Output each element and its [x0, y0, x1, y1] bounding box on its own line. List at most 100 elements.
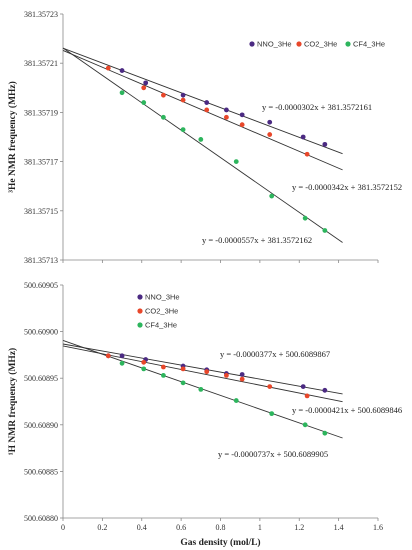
y-tick-label: 500.60905 [24, 281, 58, 290]
legend-label-nno: NNO_3He [257, 40, 292, 49]
point-co2 [304, 151, 310, 157]
point-cf4 [269, 411, 275, 417]
point-cf4 [233, 398, 239, 403]
point-cf4 [180, 380, 186, 386]
y-tick-label: 500.60900 [24, 328, 58, 337]
y-tick-label: 381.35723 [24, 10, 58, 19]
point-co2 [267, 384, 273, 389]
y-tick-label: 381.35713 [24, 256, 58, 265]
legend-marker-cf4 [345, 41, 351, 47]
point-co2 [239, 122, 245, 128]
point-cf4 [198, 137, 204, 142]
x-axis-label: Gas density (mol/L) [180, 537, 260, 548]
point-co2 [180, 366, 186, 372]
trendline-nno [62, 47, 343, 155]
trendline-equation-co2: y = -0.0000421x + 500.6089846 [292, 405, 402, 415]
point-nno [322, 387, 328, 393]
point-cf4 [322, 430, 328, 436]
point-nno [119, 353, 125, 359]
trendline-nno [62, 343, 343, 395]
chart-h1: 500.60905 500.60900 500.60895 500.60890 500.… [7, 281, 402, 548]
trendline-equation-nno: y = -0.0000377x + 500.6089867 [220, 349, 330, 359]
x-tick-label: 0.6 [176, 523, 186, 532]
point-cf4 [180, 127, 186, 133]
point-nno [119, 68, 125, 73]
trendline-cf4 [62, 47, 343, 243]
point-nno [239, 112, 245, 118]
x-tick-label: 1 [258, 523, 262, 532]
point-cf4 [119, 360, 125, 366]
point-co2 [204, 369, 210, 375]
x-tick-label: 1.4 [334, 523, 344, 532]
point-cf4 [161, 373, 166, 378]
point-cf4 [233, 159, 239, 165]
y-tick-label: 500.60890 [24, 421, 58, 430]
y-axis-label: ¹H NMR frequency (MHz) [7, 348, 18, 455]
point-nno [204, 100, 210, 105]
legend-label-nno: NNO_3He [145, 293, 180, 302]
legend-marker-cf4 [137, 322, 143, 328]
point-nno [224, 107, 229, 113]
point-nno [143, 80, 149, 86]
y-tick-label: 500.60880 [24, 514, 58, 523]
legend-marker-co2 [296, 41, 302, 47]
point-co2 [204, 107, 210, 113]
legend-label-co2: CO2_3He [145, 307, 178, 316]
y-tick-label: 381.35715 [24, 207, 58, 216]
point-co2 [267, 132, 273, 137]
y-tick-label: 500.60895 [24, 374, 58, 383]
y-tick-label: 381.35719 [24, 108, 58, 117]
point-nno [322, 141, 328, 147]
point-co2 [180, 97, 186, 103]
x-tick-label: 0 [61, 523, 65, 532]
point-cf4 [141, 366, 147, 372]
point-co2 [224, 373, 229, 378]
point-cf4 [269, 193, 275, 199]
trendline-equation-co2: y = -0.0000342x + 381.3572152 [292, 182, 402, 192]
point-cf4 [322, 228, 328, 233]
legend: NNO_3He CO2_3He CF4_3He [137, 293, 180, 330]
point-nno [239, 372, 245, 377]
x-tick-label: 0.8 [216, 523, 226, 532]
legend: NNO_3He CO2_3He CF4_3He [249, 40, 385, 49]
point-cf4 [302, 422, 308, 428]
legend-marker-nno [137, 294, 143, 300]
point-nno [300, 134, 306, 140]
trendline-equation-cf4: y = -0.0000737x + 500.6089905 [218, 449, 328, 459]
y-tick-label: 500.60885 [24, 467, 58, 476]
point-cf4 [161, 114, 166, 120]
point-co2 [141, 85, 147, 91]
legend-marker-co2 [137, 308, 143, 314]
legend-label-cf4: CF4_3He [353, 40, 385, 49]
legend-label-cf4: CF4_3He [145, 321, 177, 330]
point-nno [300, 384, 306, 389]
point-nno [267, 119, 273, 125]
y-tick-label: 381.35717 [24, 158, 58, 167]
x-tick-label: 1.2 [294, 523, 304, 532]
point-co2 [239, 376, 245, 382]
point-co2 [224, 114, 229, 120]
trendline-equation-cf4: y = -0.0000557x + 381.3572162 [202, 235, 312, 245]
point-cf4 [198, 386, 204, 392]
x-tick-label: 1.6 [373, 523, 383, 532]
legend-marker-nno [249, 41, 255, 47]
point-co2 [105, 353, 111, 359]
y-axis-label: ³He NMR frequency (MHz) [7, 81, 18, 193]
legend-label-co2: CO2_3He [304, 40, 337, 49]
point-nno [180, 92, 186, 98]
point-co2 [141, 359, 147, 365]
point-cf4 [119, 90, 125, 96]
point-cf4 [141, 100, 147, 105]
trendline-equation-nno: y = -0.0000302x + 381.3572161 [262, 102, 372, 112]
x-tick-label: 0.4 [137, 523, 147, 532]
point-co2 [304, 393, 310, 399]
trendline-co2 [62, 49, 343, 171]
point-cf4 [302, 215, 308, 221]
y-tick-label: 381.35721 [24, 59, 58, 68]
x-tick-label: 0.2 [97, 523, 107, 532]
point-co2 [161, 92, 166, 98]
point-co2 [161, 364, 166, 370]
point-co2 [105, 65, 111, 71]
chart-he3: 381.35723 381.35721 381.35719 381.35717 381.… [7, 10, 402, 265]
